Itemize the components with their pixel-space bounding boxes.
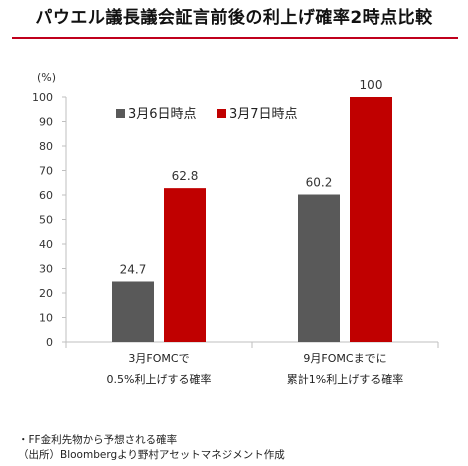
x-category-label: 累計1%利上げする確率 [287, 372, 403, 386]
legend-swatch [116, 109, 125, 118]
footnote-source-type: ・FF金利先物から予想される確率 [18, 434, 178, 446]
y-tick-label: 30 [39, 263, 53, 276]
y-tick-label: 70 [39, 165, 53, 178]
legend-label: 3月7日時点 [229, 107, 298, 122]
x-category-label: 9月FOMCまでに [303, 352, 386, 365]
y-tick-label: 80 [39, 140, 53, 153]
bar-data-label: 100 [360, 78, 383, 92]
legend-swatch [217, 109, 226, 118]
page-title: パウエル議長議会証言前後の利上げ確率2時点比較 [35, 8, 433, 28]
bar-data-label: 24.7 [120, 262, 147, 276]
bar-mar7-cat1 [164, 188, 206, 342]
bar-data-label: 62.8 [172, 169, 199, 183]
y-tick-label: 40 [39, 238, 53, 251]
bar-data-label: 60.2 [306, 176, 333, 190]
bar-mar6-cat2 [298, 194, 340, 342]
footnote-credit: （出所）Bloombergより野村アセットマネジメント作成 [18, 449, 285, 461]
x-category-label: 0.5%利上げする確率 [107, 372, 212, 386]
title-underline [12, 37, 458, 39]
y-tick-label: 100 [32, 91, 53, 104]
y-tick-label: 90 [39, 116, 53, 129]
bar-mar7-cat2 [350, 97, 392, 342]
y-tick-label: 20 [39, 287, 53, 300]
y-tick-label: 50 [39, 214, 53, 227]
y-tick-label: 60 [39, 189, 53, 202]
y-tick-label: 10 [39, 312, 53, 325]
y-unit-label: (%) [37, 71, 56, 84]
x-category-label: 3月FOMCで [128, 352, 189, 365]
bar-mar6-cat1 [112, 281, 154, 342]
legend-label: 3月6日時点 [128, 107, 197, 122]
y-tick-label: 0 [46, 336, 53, 349]
